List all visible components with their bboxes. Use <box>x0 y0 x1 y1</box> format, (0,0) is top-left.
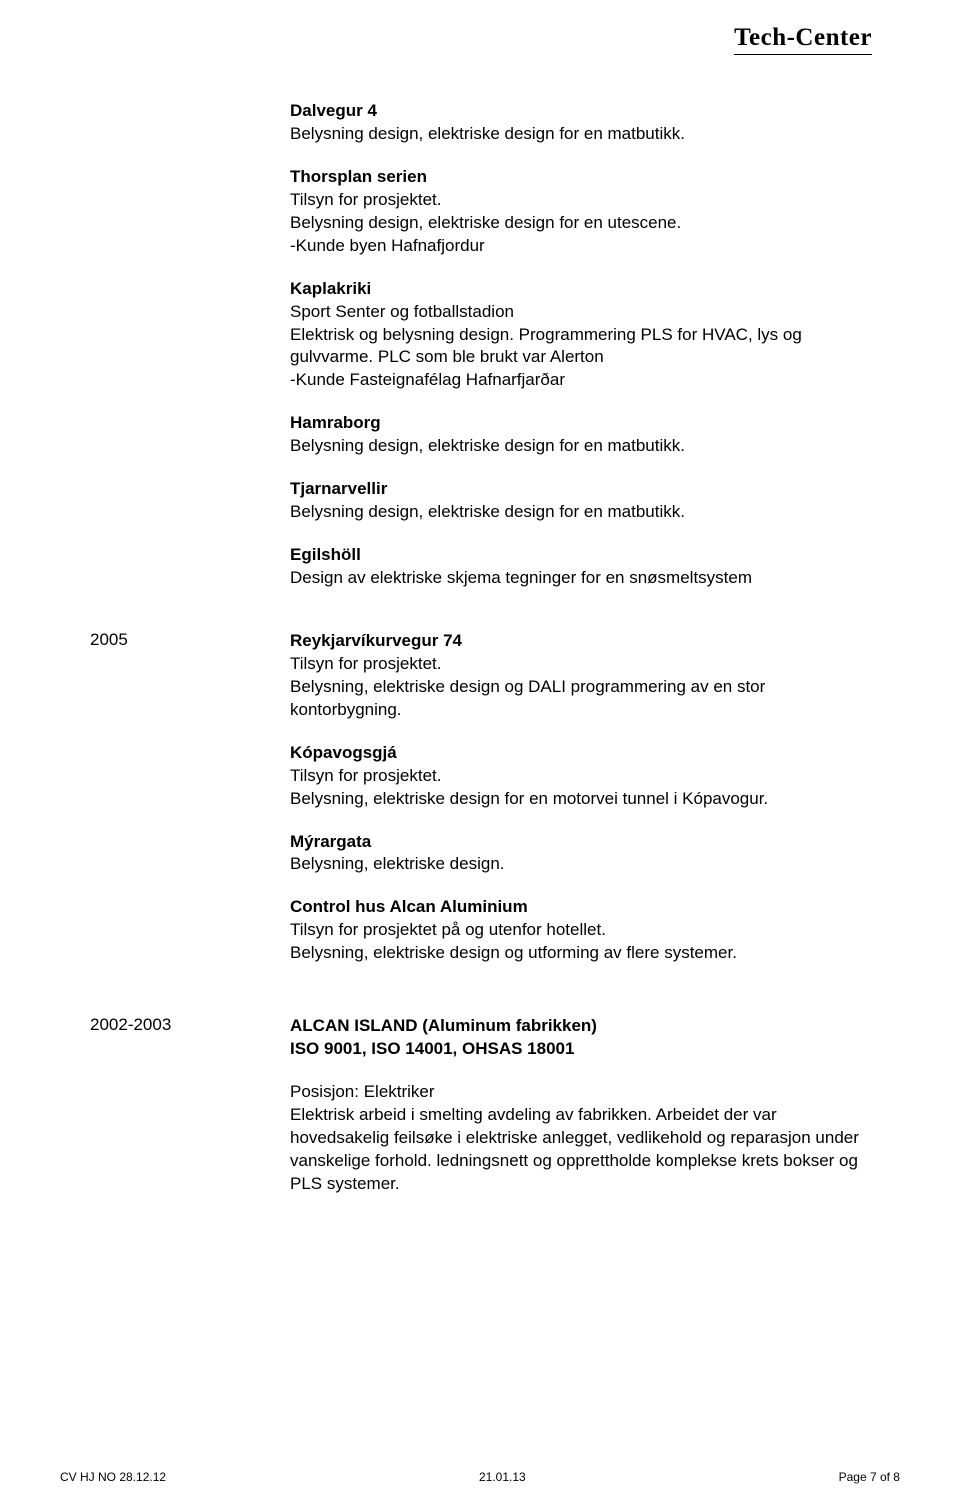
cv-section: Control hus Alcan AluminiumTilsyn for pr… <box>290 896 870 965</box>
section-title: Control hus Alcan Aluminium <box>290 896 870 919</box>
section-title: ALCAN ISLAND (Aluminum fabrikken) <box>290 1015 870 1038</box>
footer-right: Page 7 of 8 <box>839 1470 900 1484</box>
body-column: Dalvegur 4Belysning design, elektriske d… <box>290 100 870 610</box>
section-title: Kaplakriki <box>290 278 870 301</box>
year-column: 2002-2003 <box>90 1015 290 1216</box>
section-title: Kópavogsgjá <box>290 742 870 765</box>
body-column: Reykjarvíkurvegur 74Tilsyn for prosjekte… <box>290 630 870 985</box>
cv-entry: 2002-2003ALCAN ISLAND (Aluminum fabrikke… <box>90 1015 870 1216</box>
header-title: Tech-Center <box>734 24 872 55</box>
page-header: Tech-Center <box>734 24 872 55</box>
cv-section: KópavogsgjáTilsyn for prosjektet.Belysni… <box>290 742 870 811</box>
section-title: Hamraborg <box>290 412 870 435</box>
year-column <box>90 100 290 610</box>
section-line: Belysning design, elektriske design for … <box>290 123 870 146</box>
year-column: 2005 <box>90 630 290 985</box>
page-footer: CV HJ NO 28.12.12 21.01.13 Page 7 of 8 <box>60 1470 900 1484</box>
cv-section: Dalvegur 4Belysning design, elektriske d… <box>290 100 870 146</box>
footer-center: 21.01.13 <box>479 1470 526 1484</box>
cv-section: ALCAN ISLAND (Aluminum fabrikken)ISO 900… <box>290 1015 870 1061</box>
section-title: Thorsplan serien <box>290 166 870 189</box>
section-line: Tilsyn for prosjektet. <box>290 189 870 212</box>
cv-section: Posisjon: ElektrikerElektrisk arbeid i s… <box>290 1081 870 1196</box>
section-line: Elektrisk og belysning design. Programme… <box>290 324 870 370</box>
section-title: Dalvegur 4 <box>290 100 870 123</box>
section-title: Egilshöll <box>290 544 870 567</box>
section-line: Belysning, elektriske design og DALI pro… <box>290 676 870 722</box>
section-subtitle: ISO 9001, ISO 14001, OHSAS 18001 <box>290 1038 870 1061</box>
section-title: Reykjarvíkurvegur 74 <box>290 630 870 653</box>
section-title: Mýrargata <box>290 831 870 854</box>
cv-section: HamraborgBelysning design, elektriske de… <box>290 412 870 458</box>
cv-entry: Dalvegur 4Belysning design, elektriske d… <box>90 100 870 610</box>
section-line: Belysning design, elektriske design for … <box>290 212 870 235</box>
cv-section: KaplakrikiSport Senter og fotballstadion… <box>290 278 870 393</box>
section-line: Tilsyn for prosjektet. <box>290 653 870 676</box>
footer-left: CV HJ NO 28.12.12 <box>60 1470 166 1484</box>
section-title: Tjarnarvellir <box>290 478 870 501</box>
section-line: Posisjon: Elektriker <box>290 1081 870 1104</box>
section-line: Belysning, elektriske design for en moto… <box>290 788 870 811</box>
body-column: ALCAN ISLAND (Aluminum fabrikken)ISO 900… <box>290 1015 870 1216</box>
cv-section: TjarnarvellirBelysning design, elektrisk… <box>290 478 870 524</box>
cv-section: Reykjarvíkurvegur 74Tilsyn for prosjekte… <box>290 630 870 722</box>
section-line: -Kunde byen Hafnafjordur <box>290 235 870 258</box>
section-line: Tilsyn for prosjektet på og utenfor hote… <box>290 919 870 942</box>
section-line: Sport Senter og fotballstadion <box>290 301 870 324</box>
section-line: Belysning design, elektriske design for … <box>290 435 870 458</box>
page-content: Dalvegur 4Belysning design, elektriske d… <box>90 100 870 1236</box>
section-line: -Kunde Fasteignafélag Hafnarfjarðar <box>290 369 870 392</box>
cv-section: Thorsplan serienTilsyn for prosjektet.Be… <box>290 166 870 258</box>
section-line: Belysning, elektriske design og utformin… <box>290 942 870 965</box>
section-line: Belysning design, elektriske design for … <box>290 501 870 524</box>
cv-entry: 2005Reykjarvíkurvegur 74Tilsyn for prosj… <box>90 630 870 985</box>
cv-section: MýrargataBelysning, elektriske design. <box>290 831 870 877</box>
cv-section: EgilshöllDesign av elektriske skjema teg… <box>290 544 870 590</box>
section-line: Tilsyn for prosjektet. <box>290 765 870 788</box>
section-line: Elektrisk arbeid i smelting avdeling av … <box>290 1104 870 1196</box>
section-line: Belysning, elektriske design. <box>290 853 870 876</box>
section-line: Design av elektriske skjema tegninger fo… <box>290 567 870 590</box>
